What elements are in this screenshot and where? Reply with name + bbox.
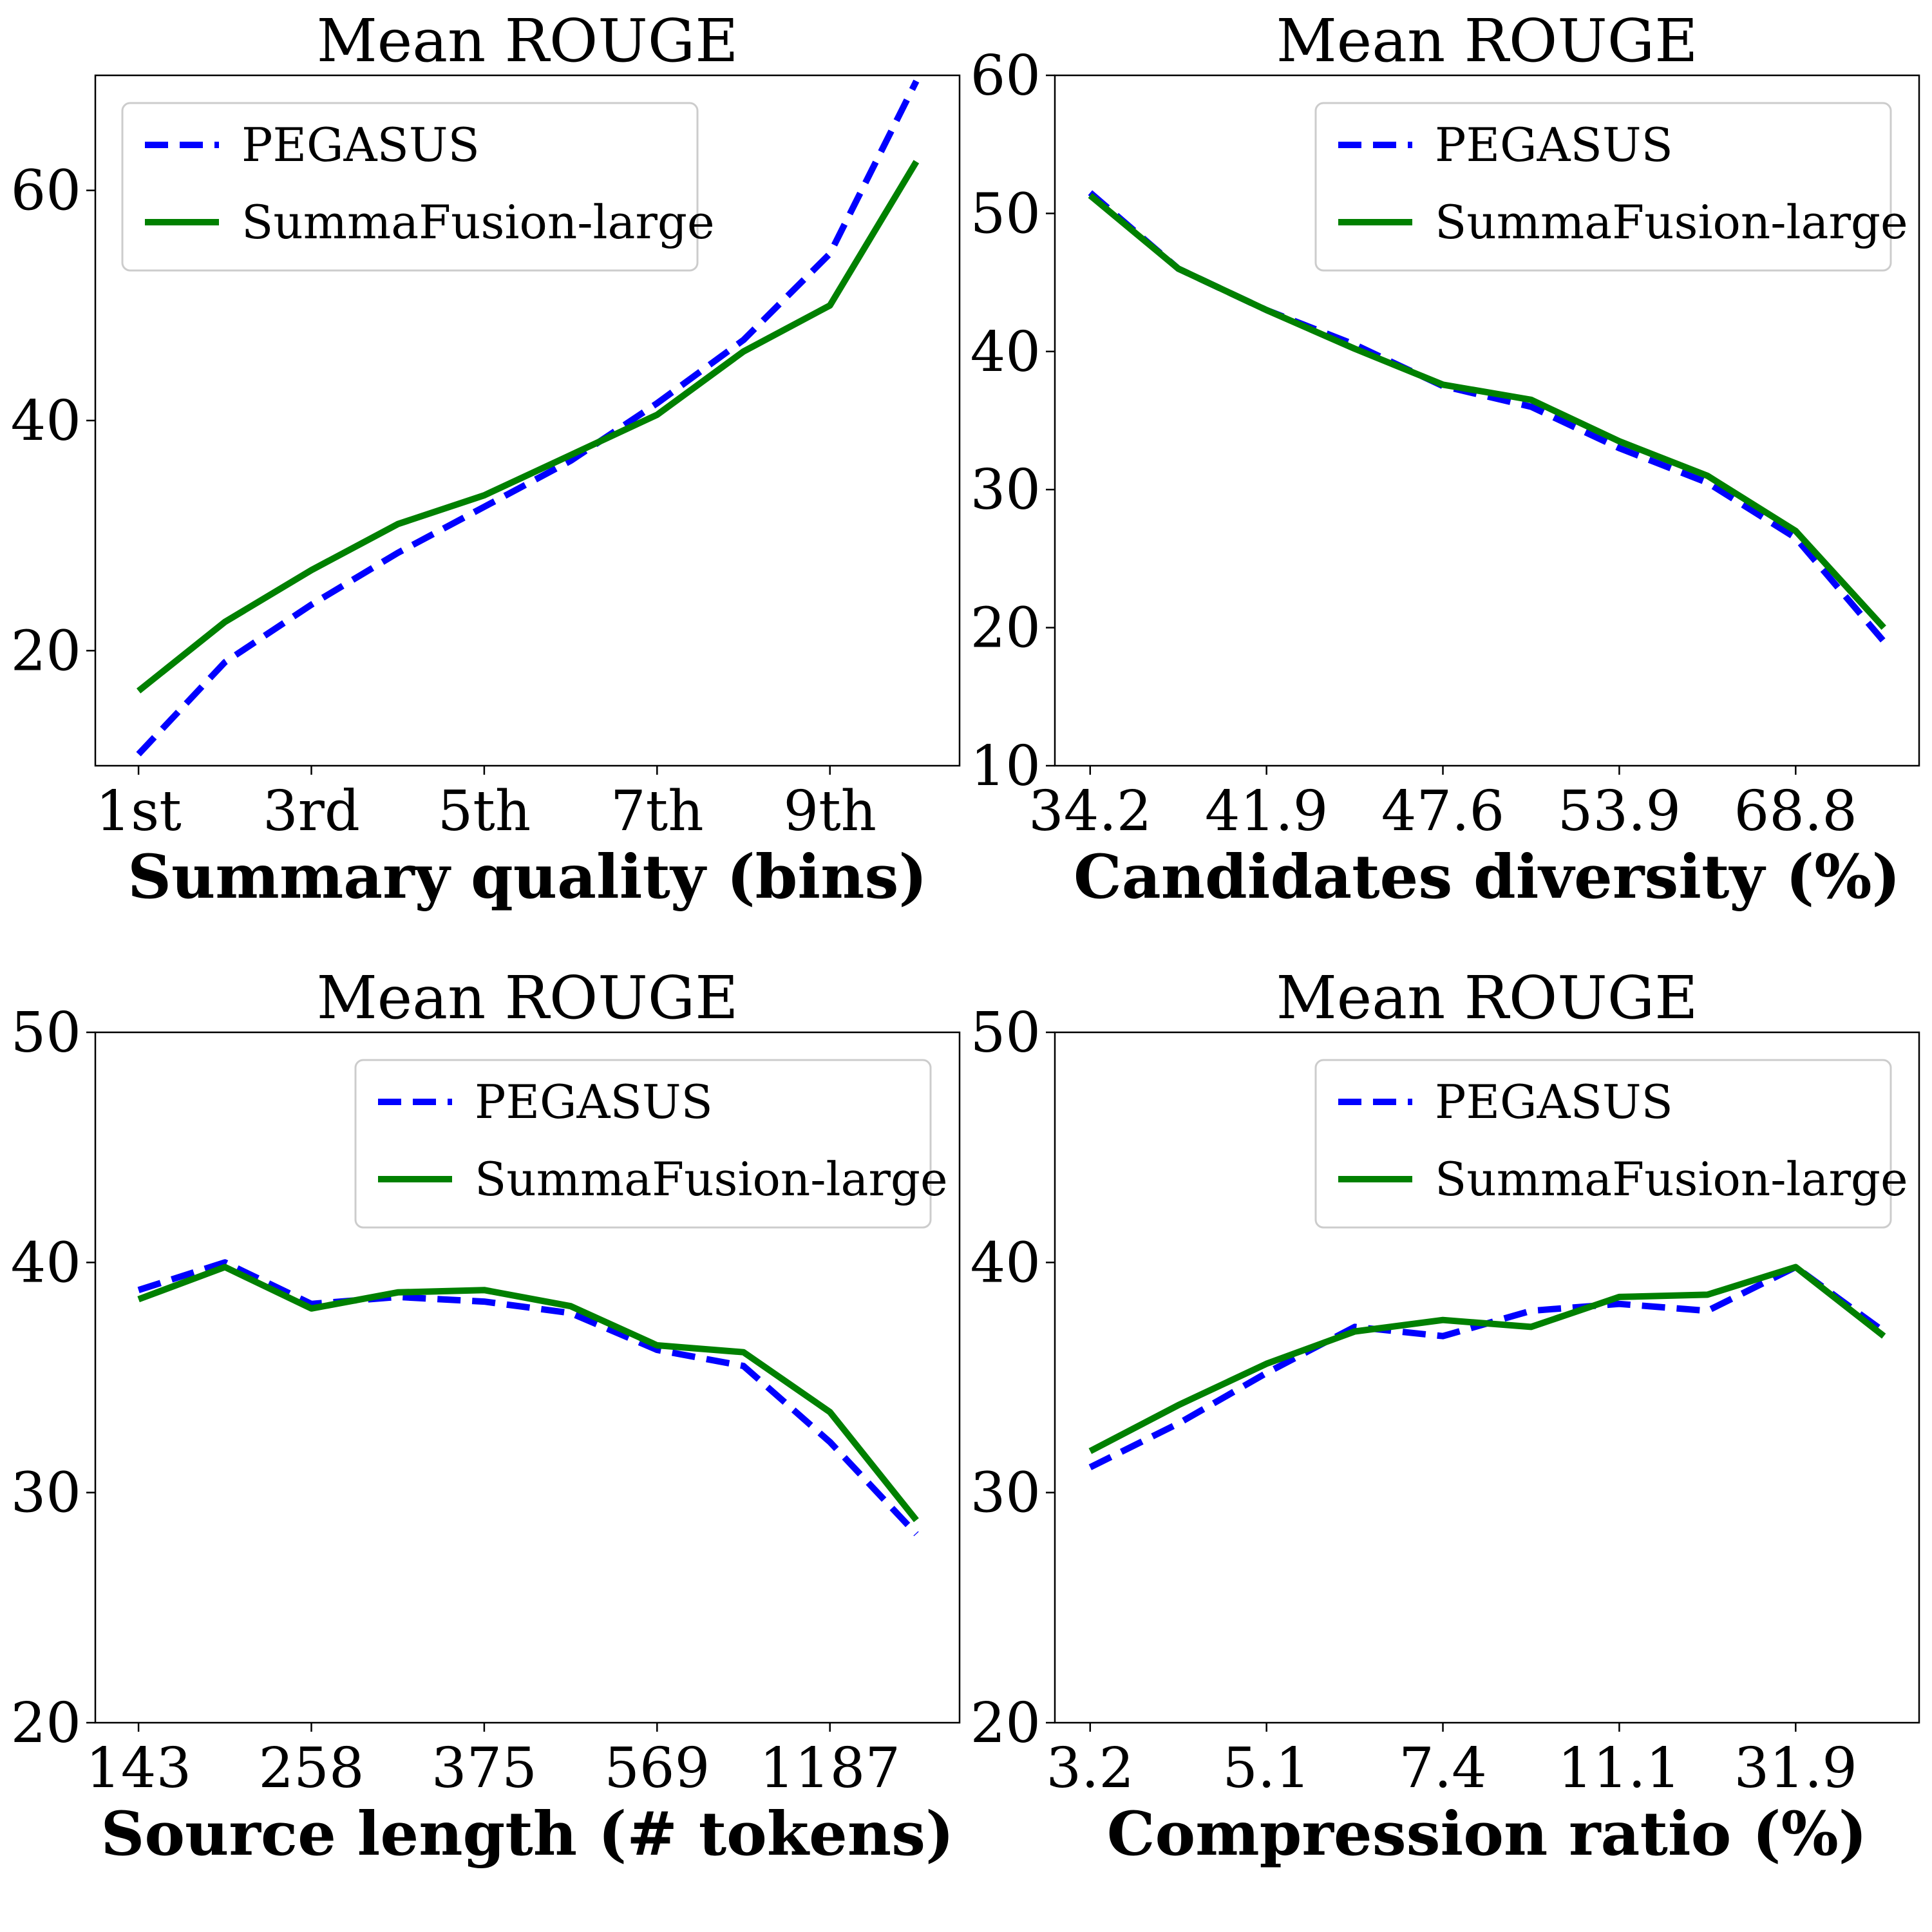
- chart-title: Mean ROUGE: [317, 6, 739, 75]
- x-axis-label: Compression ratio (%): [1107, 1799, 1868, 1870]
- x-tick-label: 5.1: [1222, 1736, 1311, 1801]
- y-tick-label: 40: [971, 320, 1041, 384]
- x-tick-label: 11.1: [1558, 1736, 1681, 1801]
- x-tick-label: 143: [86, 1736, 191, 1801]
- x-tick-label: 1st: [95, 779, 181, 844]
- y-tick-label: 30: [971, 1461, 1041, 1526]
- y-tick-label: 40: [11, 389, 81, 453]
- chart-title: Mean ROUGE: [1276, 963, 1698, 1032]
- x-tick-label: 258: [258, 1736, 364, 1801]
- chart-title: Mean ROUGE: [317, 963, 739, 1032]
- legend-label: SummaFusion-large: [1435, 195, 1908, 249]
- legend: PEGASUS SummaFusion-large: [121, 102, 715, 272]
- y-tick-label: 20: [971, 1691, 1041, 1756]
- chart-panel-2: Mean ROUGE 10 20 30 40 50 60 34.2 41.9 47.6 53.9 68…: [971, 6, 1920, 913]
- y-tick-label: 60: [11, 159, 81, 223]
- series-line-pegasus: [137, 1259, 919, 1537]
- x-tick-label: 53.9: [1558, 779, 1681, 844]
- legend-frame: [354, 1059, 932, 1229]
- y-tick-label: 50: [11, 1001, 81, 1065]
- legend-label: PEGASUS: [1435, 1075, 1673, 1129]
- x-tick-label: 41.9: [1205, 779, 1328, 844]
- y-tick-label: 20: [11, 619, 81, 683]
- y-tick-label: 30: [11, 1461, 81, 1526]
- y-tick-label: 50: [971, 1001, 1041, 1065]
- legend: PEGASUS SummaFusion-large: [1314, 1059, 1908, 1229]
- legend-label: SummaFusion-large: [475, 1152, 948, 1206]
- chart-panel-3: Mean ROUGE 20 30 40 50 143 258 375 569 1187Source…: [11, 963, 961, 1870]
- x-tick-label: 375: [431, 1736, 537, 1801]
- series-line-summafusion-large: [1088, 193, 1886, 630]
- y-tick-label: 50: [971, 182, 1041, 246]
- series-line-pegasus: [1088, 1264, 1886, 1470]
- x-tick-label: 3.2: [1046, 1736, 1134, 1801]
- x-axis-label: Source length (# tokens): [100, 1799, 954, 1870]
- legend-label: PEGASUS: [242, 118, 480, 172]
- x-tick-label: 68.8: [1734, 779, 1857, 844]
- legend-label: PEGASUS: [475, 1075, 713, 1129]
- plot-frame: [1054, 74, 1920, 767]
- x-tick-label: 7th: [611, 779, 704, 844]
- x-tick-label: 569: [604, 1736, 710, 1801]
- legend-label: SummaFusion-large: [1435, 1152, 1908, 1206]
- plot-frame: [1054, 1031, 1920, 1724]
- x-axis-label: Candidates diversity (%): [1074, 842, 1900, 913]
- x-tick-label: 31.9: [1734, 1736, 1857, 1801]
- x-tick-label: 9th: [783, 779, 876, 844]
- x-tick-label: 47.6: [1381, 779, 1504, 844]
- y-tick-label: 20: [11, 1691, 81, 1756]
- legend-frame: [1314, 102, 1892, 272]
- legend-frame: [121, 102, 699, 272]
- y-tick-label: 30: [971, 458, 1041, 522]
- x-tick-label: 7.4: [1399, 1736, 1487, 1801]
- series-line-summafusion-large: [136, 160, 920, 694]
- x-axis-label: Summary quality (bins): [128, 842, 927, 913]
- legend-frame: [1314, 1059, 1892, 1229]
- legend: PEGASUS SummaFusion-large: [1314, 102, 1908, 272]
- legend-label: PEGASUS: [1435, 118, 1673, 172]
- x-tick-label: 5th: [438, 779, 531, 844]
- series-line-summafusion-large: [1088, 1264, 1886, 1454]
- plot-frame: [94, 1031, 961, 1724]
- x-tick-label: 1187: [759, 1736, 900, 1801]
- y-tick-label: 10: [971, 734, 1041, 799]
- y-tick-label: 60: [971, 44, 1041, 108]
- series-line-pegasus: [136, 79, 920, 757]
- series-line-summafusion-large: [137, 1264, 919, 1522]
- x-tick-label: 34.2: [1028, 779, 1151, 844]
- x-tick-label: 3rd: [263, 779, 360, 844]
- legend-label: SummaFusion-large: [242, 195, 715, 249]
- chart-panel-4: Mean ROUGE 20 30 40 50 3.2 5.1 7.4 11.1 31.9Compr…: [971, 963, 1920, 1870]
- y-tick-label: 20: [971, 596, 1041, 661]
- legend: PEGASUS SummaFusion-large: [354, 1059, 948, 1229]
- y-tick-label: 40: [971, 1231, 1041, 1295]
- y-tick-label: 40: [11, 1231, 81, 1295]
- series-line-pegasus: [1088, 190, 1887, 644]
- chart-title: Mean ROUGE: [1276, 6, 1698, 75]
